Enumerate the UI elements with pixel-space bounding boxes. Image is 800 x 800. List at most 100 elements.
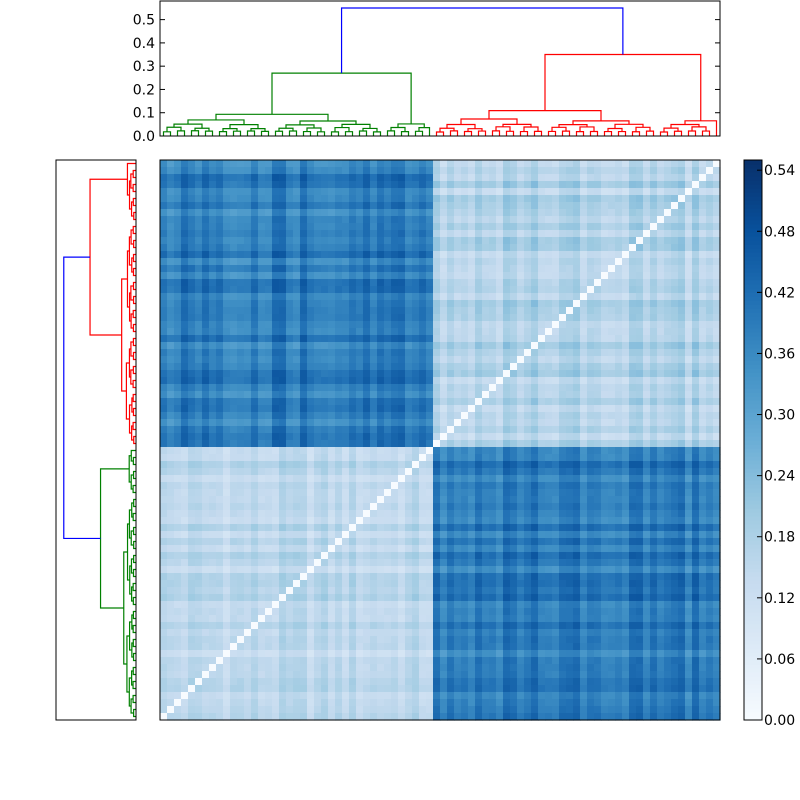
heatmap-cell bbox=[636, 475, 644, 483]
left-dendrogram-link bbox=[126, 162, 136, 196]
heatmap-cell bbox=[216, 468, 224, 476]
heatmap-cell bbox=[622, 202, 630, 210]
heatmap-cell bbox=[636, 342, 644, 350]
heatmap-cell bbox=[321, 251, 329, 259]
heatmap-cell bbox=[188, 510, 196, 518]
heatmap-cell bbox=[601, 356, 609, 364]
heatmap-cell bbox=[384, 258, 392, 266]
heatmap-cell bbox=[524, 258, 532, 266]
heatmap-cell bbox=[454, 300, 462, 308]
heatmap-cell bbox=[391, 566, 399, 574]
heatmap-cell bbox=[475, 517, 483, 525]
top-dendrogram-link bbox=[362, 127, 378, 132]
heatmap-cell bbox=[244, 426, 252, 434]
heatmap-cell bbox=[195, 496, 203, 504]
heatmap-cell bbox=[419, 398, 427, 406]
heatmap-cell bbox=[699, 405, 707, 413]
heatmap-cell bbox=[293, 503, 301, 511]
heatmap-cell bbox=[335, 307, 343, 315]
heatmap-cell bbox=[552, 412, 560, 420]
heatmap-cell bbox=[405, 433, 413, 441]
heatmap-cell bbox=[370, 174, 378, 182]
heatmap-cell bbox=[412, 167, 420, 175]
heatmap-cell bbox=[293, 216, 301, 224]
heatmap-cell bbox=[181, 230, 189, 238]
heatmap-cell bbox=[209, 230, 217, 238]
heatmap-cell bbox=[559, 468, 567, 476]
heatmap-cell bbox=[356, 503, 364, 511]
heatmap-cell bbox=[538, 223, 546, 231]
heatmap-cell bbox=[713, 300, 721, 308]
heatmap-cell bbox=[622, 216, 630, 224]
heatmap-cell bbox=[524, 265, 532, 273]
heatmap-cell bbox=[419, 405, 427, 413]
heatmap-cell bbox=[510, 496, 518, 504]
heatmap-cell bbox=[160, 265, 168, 273]
heatmap-cell bbox=[517, 510, 525, 518]
heatmap-cell bbox=[174, 209, 182, 217]
heatmap-cell bbox=[615, 279, 623, 287]
heatmap-cell bbox=[678, 419, 686, 427]
heatmap-cell bbox=[517, 482, 525, 490]
heatmap-cell bbox=[671, 559, 679, 567]
heatmap-cell bbox=[664, 559, 672, 567]
heatmap-cell bbox=[643, 545, 651, 553]
heatmap-cell bbox=[314, 384, 322, 392]
heatmap-cell bbox=[433, 237, 441, 245]
heatmap-cell bbox=[342, 412, 350, 420]
heatmap-cell bbox=[496, 538, 504, 546]
heatmap-cell bbox=[426, 496, 434, 504]
heatmap-cell bbox=[279, 335, 287, 343]
heatmap-cell bbox=[643, 573, 651, 581]
heatmap-cell bbox=[510, 356, 518, 364]
heatmap-cell bbox=[706, 461, 714, 469]
heatmap-cell bbox=[237, 167, 245, 175]
heatmap-cell bbox=[412, 398, 420, 406]
heatmap-cell bbox=[622, 279, 630, 287]
heatmap-cell bbox=[601, 181, 609, 189]
heatmap-cell bbox=[265, 552, 273, 560]
heatmap-cell bbox=[216, 307, 224, 315]
left-dendrogram-link bbox=[130, 201, 134, 217]
heatmap-cell bbox=[286, 321, 294, 329]
heatmap-cell bbox=[664, 307, 672, 315]
heatmap-cell bbox=[636, 573, 644, 581]
heatmap-cell bbox=[531, 181, 539, 189]
heatmap-cell bbox=[636, 160, 644, 168]
heatmap-cell bbox=[510, 482, 518, 490]
heatmap-cell bbox=[384, 174, 392, 182]
heatmap-cell bbox=[419, 251, 427, 259]
heatmap-cell bbox=[685, 489, 693, 497]
heatmap-cell bbox=[531, 370, 539, 378]
heatmap-cell bbox=[538, 440, 546, 448]
heatmap-cell bbox=[601, 230, 609, 238]
heatmap-cell bbox=[545, 174, 553, 182]
heatmap-cell bbox=[454, 377, 462, 385]
heatmap-cell bbox=[370, 265, 378, 273]
heatmap-cell bbox=[615, 566, 623, 574]
heatmap-cell bbox=[545, 559, 553, 567]
heatmap-cell bbox=[223, 251, 231, 259]
heatmap-cell bbox=[412, 349, 420, 357]
heatmap-cell bbox=[223, 538, 231, 546]
heatmap-cell bbox=[202, 538, 210, 546]
heatmap-cell bbox=[328, 188, 336, 196]
heatmap-cell bbox=[468, 328, 476, 336]
heatmap-cell bbox=[419, 174, 427, 182]
heatmap-cell bbox=[293, 167, 301, 175]
heatmap-cell bbox=[468, 300, 476, 308]
heatmap-cell bbox=[594, 433, 602, 441]
heatmap-cell bbox=[692, 188, 700, 196]
heatmap-cell bbox=[573, 573, 581, 581]
heatmap-cell bbox=[433, 370, 441, 378]
heatmap-cell bbox=[489, 419, 497, 427]
heatmap-cell bbox=[608, 174, 616, 182]
heatmap-cell bbox=[489, 342, 497, 350]
heatmap-cell bbox=[636, 398, 644, 406]
heatmap-cell bbox=[279, 237, 287, 245]
heatmap-cell bbox=[475, 503, 483, 511]
heatmap-cell bbox=[391, 573, 399, 581]
heatmap-cell bbox=[447, 202, 455, 210]
heatmap-cell bbox=[580, 384, 588, 392]
heatmap-cell bbox=[461, 279, 469, 287]
